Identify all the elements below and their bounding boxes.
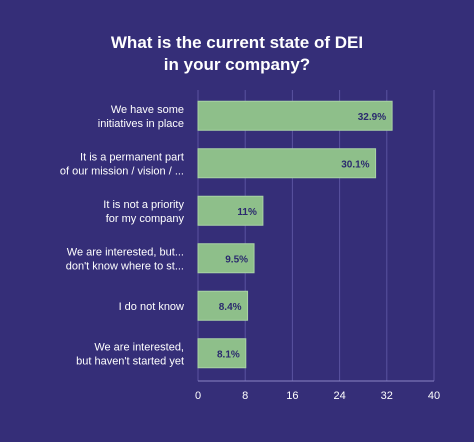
x-tick-label: 0 bbox=[195, 390, 201, 402]
bars: 32.9% 30.1% 11% 9.5% 8.4% 8.1% bbox=[197, 100, 393, 369]
x-tick-label: 40 bbox=[428, 390, 440, 402]
category-label: of our mission / vision / ... bbox=[60, 165, 184, 177]
bar bbox=[197, 243, 255, 274]
chart-title: What is the current state of DEI in your … bbox=[111, 33, 363, 74]
category-label: We are interested, but... bbox=[67, 246, 184, 258]
bar bbox=[197, 100, 393, 131]
bar bbox=[197, 195, 264, 226]
gridlines bbox=[197, 90, 435, 382]
category-labels: We have some initiatives in place It is a … bbox=[60, 104, 185, 368]
x-tick-label: 16 bbox=[286, 390, 298, 402]
bar bbox=[197, 338, 247, 369]
bar bbox=[197, 148, 377, 179]
data-label: 9.5% bbox=[225, 254, 248, 265]
x-axis-ticks: 0 8 16 24 32 40 bbox=[195, 390, 440, 402]
data-label: 32.9% bbox=[358, 112, 386, 123]
data-label: 11% bbox=[237, 207, 257, 218]
data-label: 8.1% bbox=[217, 349, 240, 360]
bar bbox=[197, 290, 249, 321]
category-label: don't know where to st... bbox=[66, 260, 184, 272]
category-label: It is not a priority bbox=[103, 199, 184, 211]
category-label: for my company bbox=[106, 213, 185, 225]
category-label: I do not know bbox=[119, 301, 184, 313]
x-tick-label: 8 bbox=[242, 390, 248, 402]
category-label: initiatives in place bbox=[98, 118, 184, 130]
data-label: 8.4% bbox=[219, 302, 242, 313]
x-tick-label: 24 bbox=[333, 390, 345, 402]
category-label: We have some bbox=[111, 104, 184, 116]
chart-title-line: What is the current state of DEI bbox=[111, 33, 363, 52]
data-label: 30.1% bbox=[341, 159, 369, 170]
x-tick-label: 32 bbox=[381, 390, 393, 402]
category-label: It is a permanent part bbox=[80, 151, 184, 163]
category-label: We are interested, bbox=[94, 341, 184, 353]
category-label: but haven't started yet bbox=[76, 355, 184, 367]
chart-title-line: in your company? bbox=[164, 55, 310, 74]
